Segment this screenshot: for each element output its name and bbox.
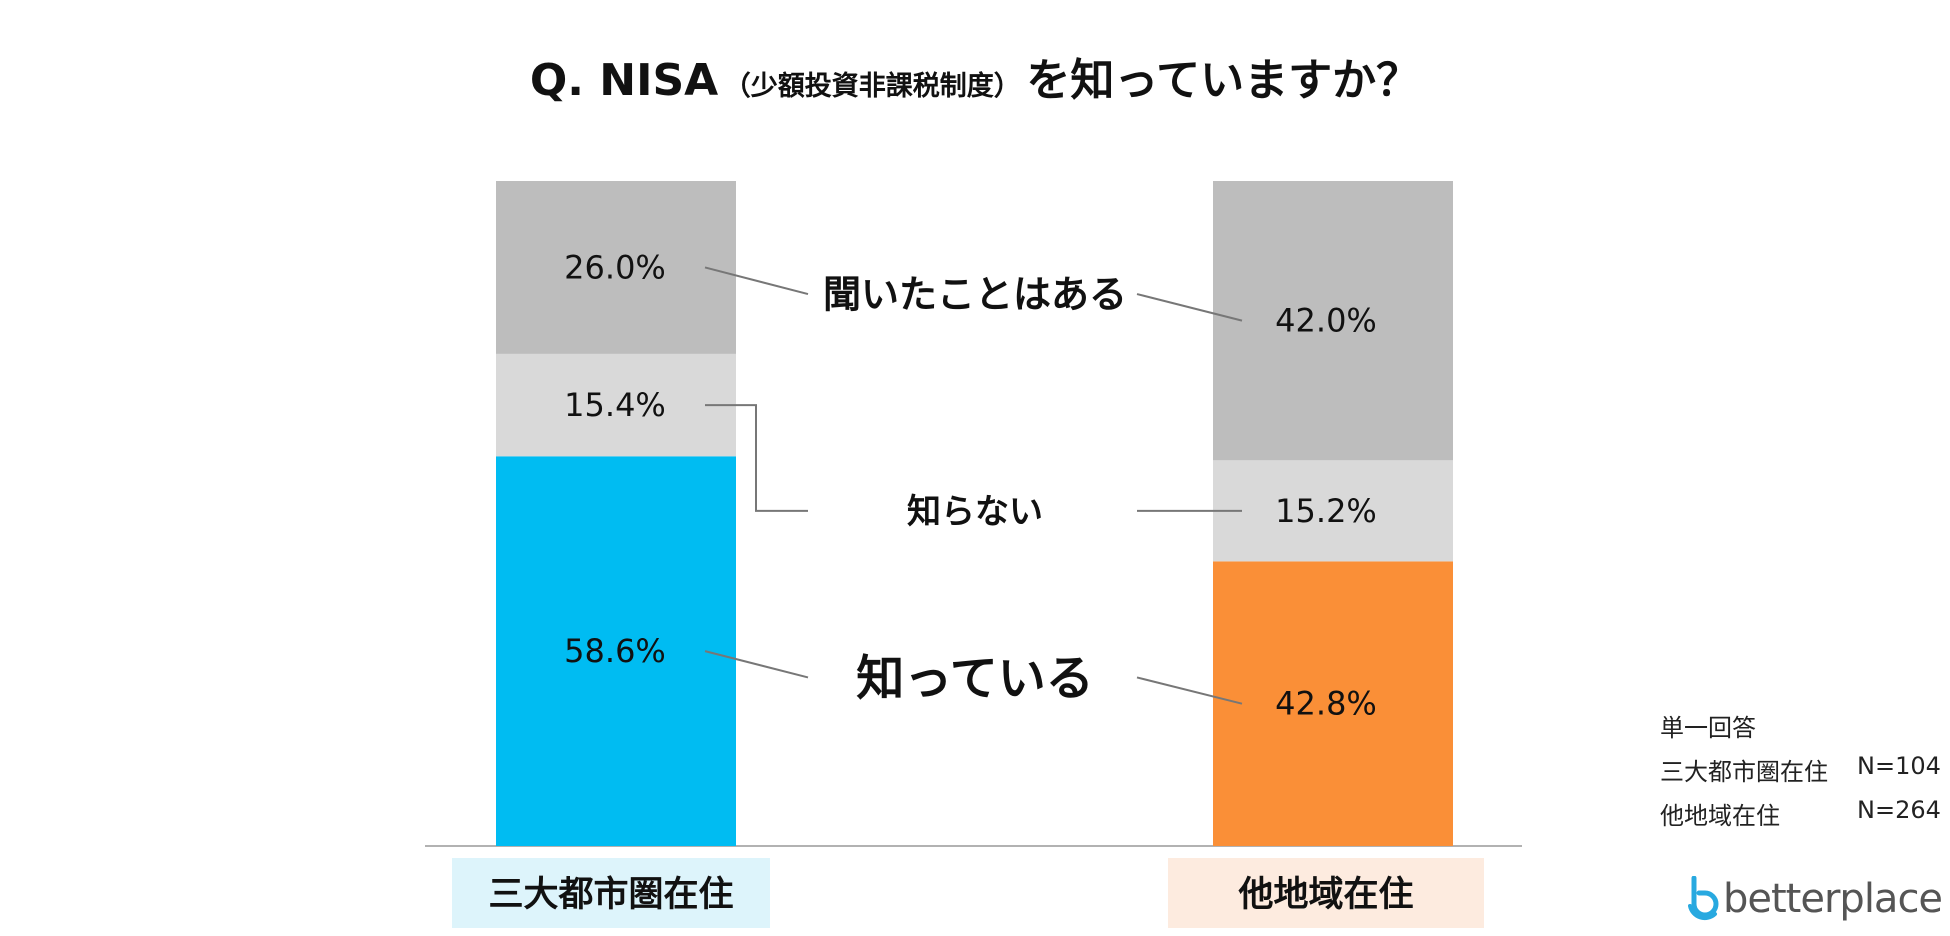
bar-segment: [496, 181, 736, 354]
bar-segment: [1213, 561, 1453, 846]
value-label: 15.2%: [1275, 492, 1377, 530]
note-sample-metro: 三大都市圏在住 N=104: [1660, 752, 1941, 787]
category-label-bg: [452, 858, 770, 928]
series-label: 知っている: [856, 651, 1094, 707]
note-other-n: N=264: [1857, 796, 1941, 824]
leader-line: [1136, 293, 1243, 322]
value-label: 15.4%: [564, 386, 666, 424]
chart-title: Q. NISA （少額投資非課税制度） を知っていますか？: [0, 44, 1950, 108]
value-label: 42.8%: [1275, 685, 1377, 723]
leader-line: [704, 650, 809, 679]
note-answer-type: 単一回答: [1660, 714, 1756, 742]
value-label: 42.0%: [1275, 302, 1377, 340]
note-other-label: 他地域在住: [1660, 802, 1780, 830]
category-label-bg: [1168, 858, 1484, 928]
bar-segment: [1213, 460, 1453, 562]
note-metro-label: 三大都市圏在住: [1660, 758, 1828, 786]
series-label: 聞いたことはある: [823, 273, 1127, 317]
title-question: Q. NISA: [529, 55, 719, 106]
category-label: 他地域在住: [1237, 875, 1413, 915]
bar-segment: [496, 456, 736, 846]
bar-segment: [1213, 181, 1453, 461]
leader-line: [705, 404, 808, 512]
bar-segment: [496, 353, 736, 457]
value-label: 58.6%: [564, 632, 666, 670]
title-parenthetical: （少額投資非課税制度）: [723, 71, 1021, 102]
title-rest: を知っていますか？: [1026, 55, 1421, 106]
betterplace-logo: betterplace: [1685, 876, 1943, 922]
logo-text: betterplace: [1723, 876, 1943, 922]
value-label: 26.0%: [564, 248, 666, 286]
note-sample-other: 他地域在住 N=264: [1660, 796, 1941, 831]
leader-line: [1136, 676, 1243, 705]
leader-line: [704, 266, 809, 296]
betterplace-logo-icon: [1688, 876, 1719, 921]
series-label: 知らない: [907, 492, 1043, 532]
category-label: 三大都市圏在住: [488, 875, 733, 915]
note-metro-n: N=104: [1857, 752, 1941, 780]
